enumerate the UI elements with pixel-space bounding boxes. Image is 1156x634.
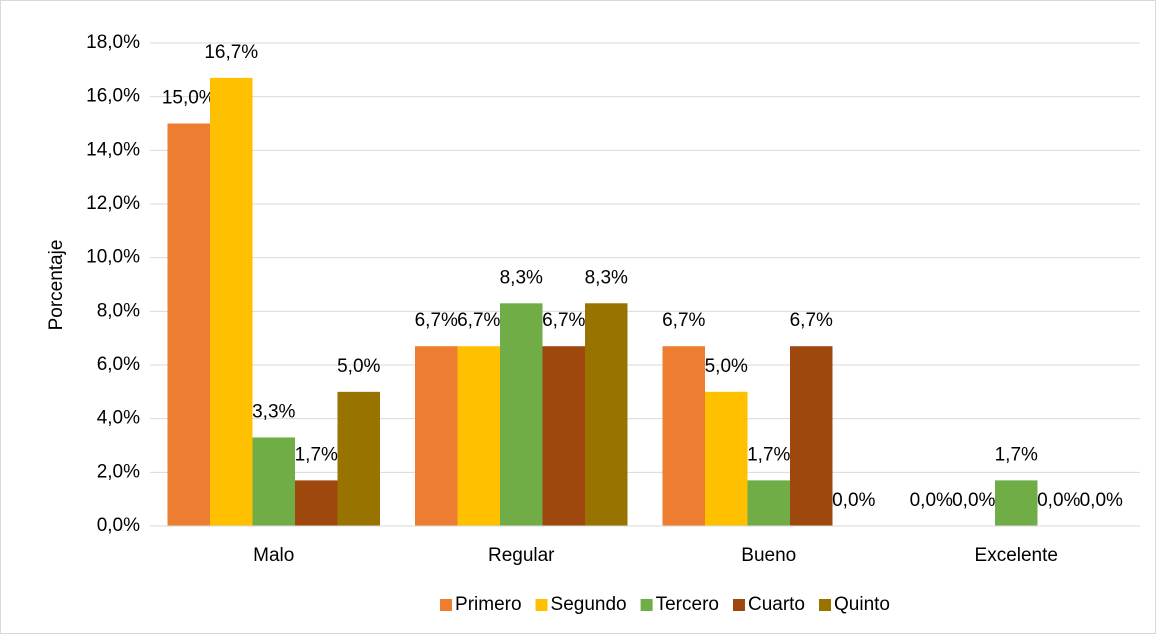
value-label: 0,0% (952, 490, 995, 511)
value-label: 16,7% (204, 42, 258, 63)
x-tick-label: Excelente (975, 545, 1058, 566)
value-label: 15,0% (162, 88, 216, 109)
legend-swatch (819, 599, 831, 611)
bar (542, 346, 585, 526)
bar (995, 480, 1038, 526)
value-label: 5,0% (705, 356, 748, 377)
legend-label: Primero (455, 594, 522, 615)
value-label: 8,3% (585, 267, 628, 288)
value-label: 1,7% (995, 444, 1038, 465)
bar (415, 346, 458, 526)
value-label: 0,0% (1037, 490, 1080, 511)
legend: Primero Segundo Tercero Cuarto Quinto (440, 594, 890, 615)
value-label: 6,7% (457, 310, 500, 331)
legend-swatch (535, 599, 548, 611)
y-tick-label: 16,0% (86, 86, 140, 107)
y-tick-label: 0,0% (97, 515, 140, 536)
x-tick-label: Regular (488, 545, 555, 566)
value-label: 6,7% (790, 310, 833, 331)
y-axis-label: Porcentaje (46, 240, 67, 331)
bar (790, 346, 833, 526)
bar (662, 346, 705, 526)
y-tick-label: 14,0% (86, 139, 140, 160)
value-label: 0,0% (910, 490, 953, 511)
bar (747, 480, 790, 526)
y-tick-label: 18,0% (86, 32, 140, 53)
x-tick-label: Bueno (741, 545, 796, 566)
bar (585, 303, 628, 526)
value-label: 5,0% (337, 356, 380, 377)
value-label: 8,3% (500, 267, 543, 288)
value-label: 0,0% (832, 490, 875, 511)
bar (457, 346, 500, 526)
bar (337, 391, 380, 526)
y-tick-label: 4,0% (97, 408, 140, 429)
legend-label: Quinto (834, 594, 890, 615)
value-label: 3,3% (252, 401, 295, 422)
y-tick-label: 10,0% (86, 247, 140, 268)
bar (167, 123, 210, 526)
legend-swatch (440, 599, 453, 611)
bar (500, 303, 543, 526)
legend-label: Cuarto (748, 594, 805, 615)
legend-label: Segundo (551, 594, 627, 615)
bar (252, 437, 295, 526)
bar (295, 480, 338, 526)
y-tick-label: 8,0% (97, 300, 140, 321)
y-tick-label: 6,0% (97, 354, 140, 375)
value-label: 1,7% (747, 444, 790, 465)
value-label: 0,0% (1080, 490, 1123, 511)
legend-swatch (640, 599, 653, 611)
y-tick-label: 12,0% (86, 193, 140, 214)
bar (210, 77, 253, 526)
x-tick-label: Malo (253, 545, 294, 566)
y-tick-label: 2,0% (97, 461, 140, 482)
value-label: 6,7% (542, 310, 585, 331)
value-label: 1,7% (295, 444, 338, 465)
legend-swatch (732, 599, 745, 611)
value-label: 6,7% (415, 310, 458, 331)
bar (705, 391, 748, 526)
legend-label: Tercero (656, 594, 719, 615)
value-label: 6,7% (662, 310, 705, 331)
